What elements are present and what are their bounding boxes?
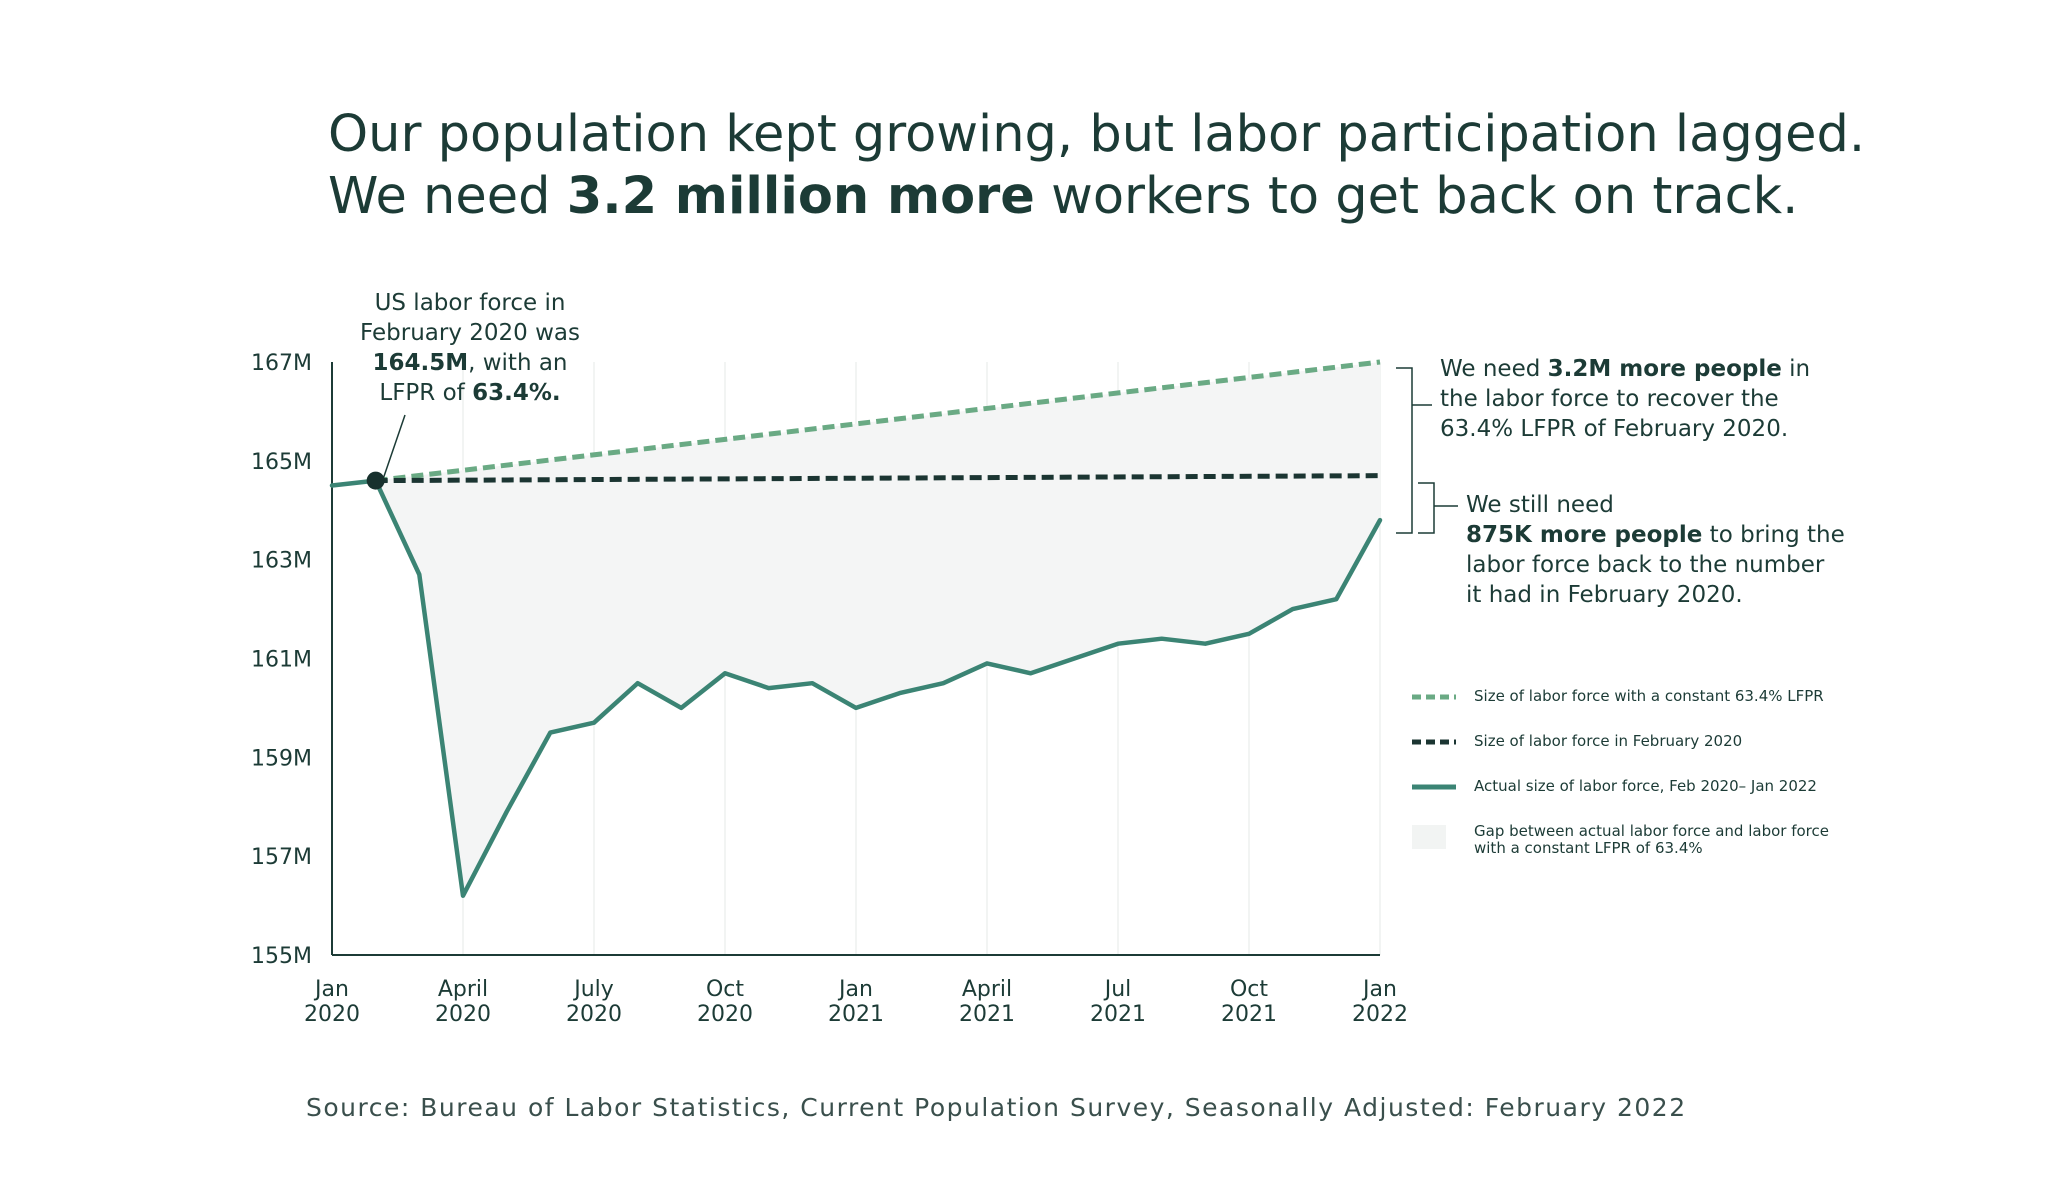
feb2020-value: 164.5M bbox=[372, 350, 469, 376]
y-tick-labels: 167M 165M 163M 161M 159M 157M 155M bbox=[251, 351, 312, 969]
y-tick-label: 157M bbox=[251, 845, 312, 870]
legend-item-constant-lfpr: Size of labor force with a constant 63.4… bbox=[1412, 688, 1852, 705]
x-tick-label: Oct bbox=[1230, 977, 1268, 1002]
legend-swatch-fill bbox=[1412, 825, 1446, 849]
series-line-feb2020 bbox=[375, 473, 1381, 484]
legend-label: Gap between actual labor force and labor… bbox=[1474, 822, 1829, 857]
feb2020-lfpr: 63.4%. bbox=[472, 380, 561, 406]
x-tick-label: Jan bbox=[1361, 977, 1397, 1002]
feb2020-text-2: February 2020 was bbox=[360, 320, 580, 346]
gap32-text-3: the labor force to recover the bbox=[1440, 386, 1779, 412]
gap32-bold: 3.2M more people bbox=[1547, 356, 1782, 382]
gap875-bold: 875K more people bbox=[1466, 522, 1703, 548]
title-line-2-pre: We need bbox=[328, 167, 567, 226]
series-line-constant-lfpr bbox=[375, 359, 1381, 484]
x-tick-label: 2020 bbox=[697, 1002, 753, 1027]
gap875-text-3: labor force back to the number bbox=[1466, 552, 1825, 578]
gap32-text-2: in bbox=[1781, 356, 1811, 382]
annotation-connectors bbox=[379, 367, 1458, 534]
legend-label: Size of labor force in February 2020 bbox=[1474, 732, 1743, 750]
feb2020-point bbox=[366, 471, 385, 490]
y-tick-label: 163M bbox=[251, 549, 312, 574]
legend-item-actual: Actual size of labor force, Feb 2020– Ja… bbox=[1412, 778, 1852, 795]
chart-title: Our population kept growing, but labor p… bbox=[328, 104, 2028, 228]
x-tick-label: 2022 bbox=[1352, 1002, 1408, 1027]
x-tick-label: 2020 bbox=[304, 1002, 360, 1027]
x-tick-label: April bbox=[962, 977, 1012, 1002]
y-tick-label: 161M bbox=[251, 648, 312, 673]
y-tick-label: 167M bbox=[251, 351, 312, 376]
gap-area bbox=[375, 362, 1380, 896]
x-tick-label: 2020 bbox=[566, 1002, 622, 1027]
x-tick-label: 2021 bbox=[1090, 1002, 1146, 1027]
title-line-2-post: workers to get back on track. bbox=[1034, 167, 1799, 226]
x-tick-label: April bbox=[438, 977, 488, 1002]
gap875-text-1: We still need bbox=[1466, 492, 1614, 518]
legend-item-gap: Gap between actual labor force and labor… bbox=[1412, 823, 1852, 857]
feb2020-marker bbox=[366, 471, 385, 490]
x-tick-label: 2021 bbox=[828, 1002, 884, 1027]
gap875-text-2: to bring the bbox=[1702, 522, 1845, 548]
series-line-actual bbox=[329, 478, 1383, 898]
x-tick-label: 2020 bbox=[435, 1002, 491, 1027]
x-tick-label: Oct bbox=[706, 977, 744, 1002]
title-line-1: Our population kept growing, but labor p… bbox=[328, 105, 1866, 164]
feb2020-text-4: LFPR of bbox=[379, 380, 473, 406]
x-tick-label: 2021 bbox=[1221, 1002, 1277, 1027]
y-tick-label: 159M bbox=[251, 746, 312, 771]
y-tick-label: 165M bbox=[251, 450, 312, 475]
legend: Size of labor force with a constant 63.4… bbox=[1412, 688, 1852, 885]
series-lines bbox=[329, 359, 1383, 898]
y-tick-label: 155M bbox=[251, 944, 312, 969]
gap-875k-bracket bbox=[1418, 482, 1458, 534]
legend-swatch-dashed-light bbox=[1412, 694, 1456, 700]
feb2020-text-1: US labor force in bbox=[374, 290, 566, 316]
gap875-text-4: it had in February 2020. bbox=[1466, 582, 1743, 608]
legend-swatch-solid bbox=[1412, 784, 1456, 790]
title-line-2-bold: 3.2 million more bbox=[566, 167, 1035, 226]
axes bbox=[331, 362, 1380, 956]
legend-label: Actual size of labor force, Feb 2020– Ja… bbox=[1474, 777, 1817, 795]
gap32-text-1: We need bbox=[1440, 356, 1548, 382]
legend-label: Size of labor force with a constant 63.4… bbox=[1474, 687, 1824, 705]
x-tick-label: July bbox=[572, 977, 614, 1002]
x-tick-labels: Jan2020April2020July2020Oct2020Jan2021Ap… bbox=[304, 977, 1408, 1027]
feb2020-text-3: , with an bbox=[468, 350, 568, 376]
legend-swatch-dashed-dark bbox=[1412, 739, 1456, 745]
gap32-text-4: 63.4% LFPR of February 2020. bbox=[1440, 416, 1789, 442]
source-note: Source: Bureau of Labor Statistics, Curr… bbox=[306, 1093, 1687, 1122]
gap-875k-annotation: We still need 875K more people to bring … bbox=[1466, 490, 1886, 610]
x-tick-label: Jul bbox=[1103, 977, 1132, 1002]
feb2020-annotation: US labor force in February 2020 was 164.… bbox=[330, 288, 610, 408]
x-tick-label: 2021 bbox=[959, 1002, 1015, 1027]
x-tick-label: Jan bbox=[837, 977, 873, 1002]
x-tick-label: Jan bbox=[313, 977, 349, 1002]
feb2020-callout-line bbox=[379, 414, 406, 489]
gap-3-2m-bracket bbox=[1396, 367, 1432, 534]
legend-item-feb2020: Size of labor force in February 2020 bbox=[1412, 733, 1852, 750]
gap-3-2m-annotation: We need 3.2M more people in the labor fo… bbox=[1440, 354, 1860, 444]
